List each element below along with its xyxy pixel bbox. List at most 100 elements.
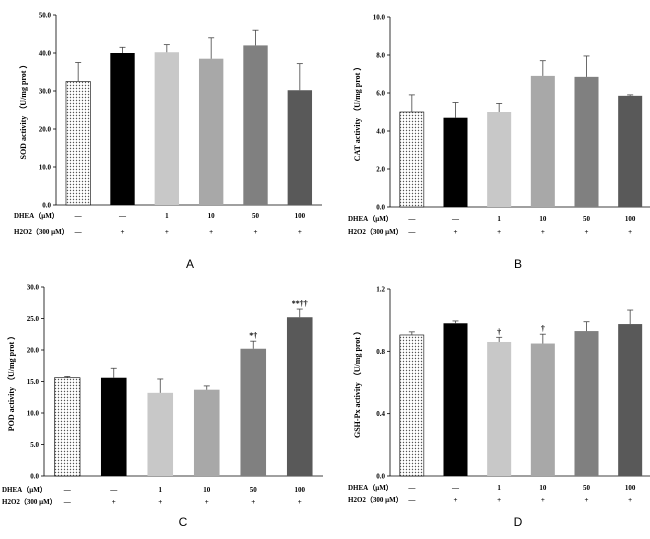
bar [286,317,313,476]
significance-mark: † [497,327,501,336]
h2o2-row-label: H2O2（300 μM） [2,498,57,506]
bar [443,323,468,476]
y-tick-label: 0.0 [42,202,51,210]
y-tick-label: 25.0 [27,315,40,323]
dhea-value: 100 [295,486,306,494]
h2o2-value: + [209,228,213,236]
bar [287,90,313,205]
h2o2-value: + [298,498,302,506]
h2o2-value: — [407,496,416,504]
panel-letter: B [514,257,522,271]
y-axis-label: POD activity （U/mg prot ） [6,332,16,431]
dhea-value: 100 [295,212,306,220]
h2o2-value: + [158,498,162,506]
bar [240,348,267,476]
y-tick-label: 6.0 [376,90,385,98]
bar [399,334,425,477]
bar [198,58,224,206]
significance-mark: **†† [292,299,308,308]
y-tick-label: 5.0 [30,441,39,449]
h2o2-value: + [541,496,545,504]
dhea-value: 100 [625,484,636,492]
bar [618,324,643,476]
y-tick-label: 0.0 [376,204,385,212]
h2o2-row-label: H2O2（300 μM） [348,496,403,504]
h2o2-value: + [254,228,258,236]
significance-mark: † [541,324,545,333]
bar [399,111,425,208]
y-axis-label: GSH-Px activity （U/mg prot ） [352,327,362,438]
panel-letter: D [514,515,523,529]
bar [574,76,599,207]
bar [530,343,555,476]
y-tick-label: 0.0 [376,473,385,481]
y-tick-label: 0.0 [30,473,39,481]
h2o2-value: + [497,228,501,236]
significance-mark: *† [249,331,257,340]
h2o2-row-label: H2O2（300 μM） [348,228,403,236]
h2o2-value: + [251,498,255,506]
y-tick-label: 50.0 [39,12,52,20]
y-tick-label: 4.0 [376,128,385,136]
h2o2-value: — [74,228,83,236]
y-tick-label: 0.4 [376,410,385,418]
y-tick-label: 30.0 [39,88,52,96]
h2o2-value: + [585,228,589,236]
panel-letter: A [186,257,194,271]
dhea-value: 50 [583,215,591,223]
y-tick-label: 8.0 [376,52,385,60]
h2o2-value: + [165,228,169,236]
dhea-value: 10 [539,484,547,492]
dhea-value: 10 [539,215,547,223]
dhea-value: 50 [252,212,260,220]
dhea-value: 1 [165,212,169,220]
h2o2-value: + [628,228,632,236]
dhea-value: 10 [203,486,211,494]
y-tick-label: 15.0 [27,378,40,386]
y-tick-label: 40.0 [39,50,52,58]
h2o2-value: + [497,496,501,504]
y-tick-label: 20.0 [27,347,40,355]
dhea-value: — [407,484,416,492]
dhea-value: — [63,486,72,494]
bar [100,377,127,476]
bar [243,45,268,206]
bar [65,81,91,206]
bar [443,117,468,207]
dhea-value: — [451,215,460,223]
dhea-value: — [451,484,460,492]
chart-panel-a: 0.0 10.0 20.0 30.0 40.0 50.0 SOD activity （U/m… [14,12,322,271]
dhea-value: — [118,212,127,220]
dhea-value: 50 [250,486,258,494]
h2o2-value: + [628,496,632,504]
bar [110,53,135,205]
bar [193,389,220,476]
h2o2-value: — [63,498,72,506]
h2o2-value: + [121,228,125,236]
dhea-value: 10 [208,212,216,220]
dhea-value: — [407,215,416,223]
h2o2-value: + [112,498,116,506]
dhea-value: — [74,212,83,220]
dhea-value: 1 [497,484,501,492]
chart-panel-d: 0.0 0.4 0.8 1.2 GSH-Px activity （U/mg prot ）… [348,286,650,529]
h2o2-value: + [298,228,302,236]
y-axis-label: SOD activity （U/mg prot ） [18,61,28,160]
y-tick-label: 10.0 [27,410,40,418]
bar [530,75,555,208]
dhea-value: 1 [159,486,163,494]
h2o2-value: + [585,496,589,504]
y-tick-label: 0.8 [376,348,385,356]
dhea-value: 100 [625,215,636,223]
y-tick-label: 30.0 [27,284,40,292]
y-tick-label: 1.2 [376,286,385,294]
chart-panel-c: 0.0 5.0 10.0 15.0 20.0 25.0 30.0 POD activity （… [2,284,323,529]
h2o2-value: — [407,228,416,236]
y-tick-label: 20.0 [39,126,52,134]
dhea-value: 1 [497,215,501,223]
y-tick-label: 2.0 [376,166,385,174]
y-tick-label: 10.0 [39,164,52,172]
bar [147,392,174,476]
dhea-row-label: DHEA（μM） [14,212,59,220]
